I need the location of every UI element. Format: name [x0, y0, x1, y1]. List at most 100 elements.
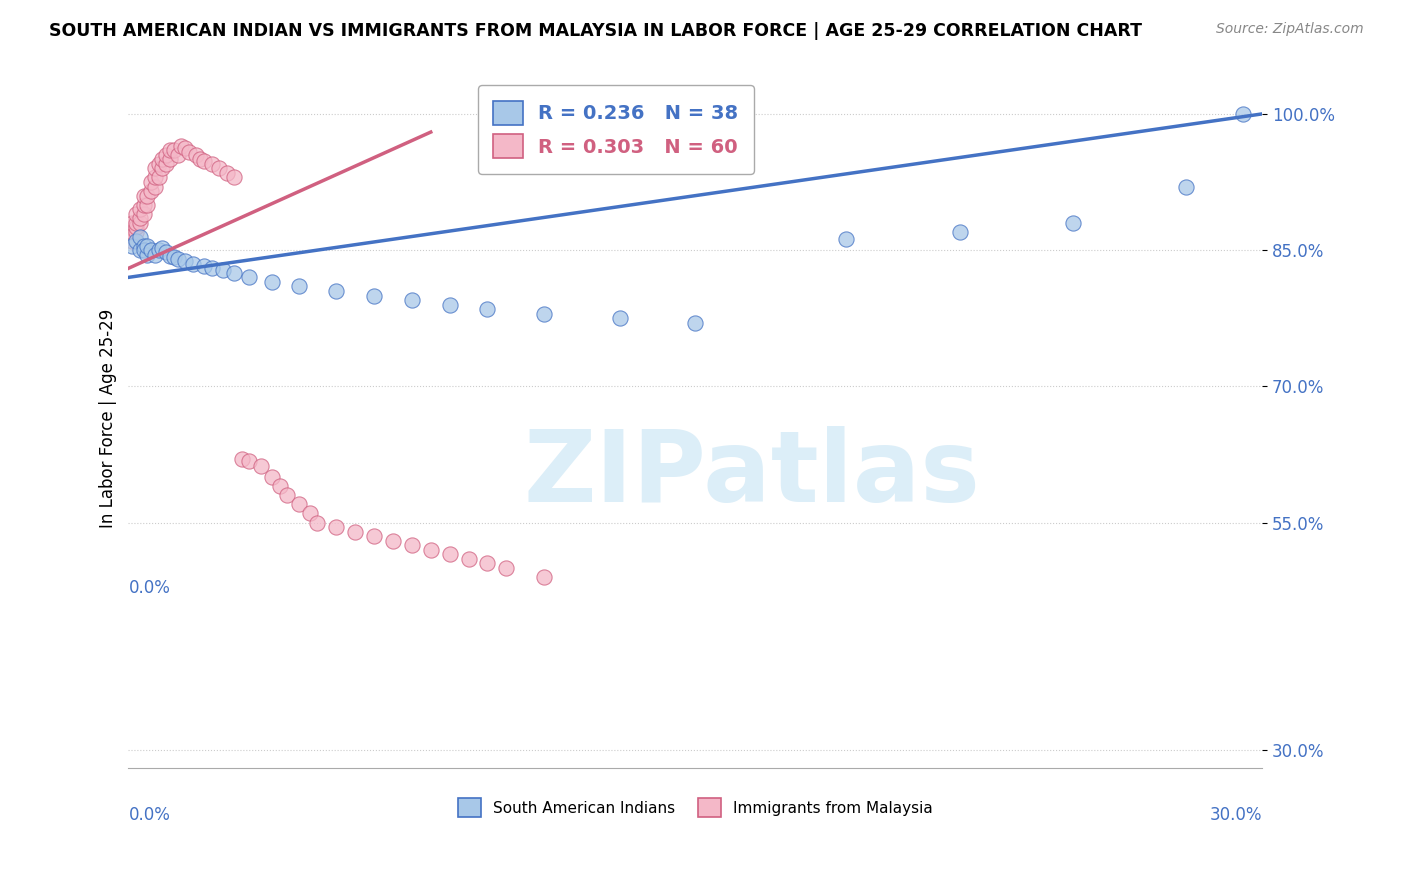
Point [949, 225, 972, 239]
Point [401, 293, 423, 307]
Point [139, 243, 162, 257]
Point [125, 220, 148, 235]
Point [128, 229, 150, 244]
Point [148, 157, 170, 171]
Point [193, 260, 215, 274]
Text: 30.0%: 30.0% [1209, 806, 1263, 824]
Text: 0.0%: 0.0% [128, 806, 170, 824]
Point [166, 148, 188, 162]
Point [121, 216, 143, 230]
Text: ZIPatlas: ZIPatlas [523, 425, 980, 523]
Point [136, 188, 159, 202]
Point [125, 216, 148, 230]
Point [139, 184, 162, 198]
Point [155, 244, 177, 259]
Y-axis label: In Labor Force | Age 25-29: In Labor Force | Age 25-29 [100, 309, 117, 528]
Point [231, 452, 253, 467]
Point [533, 307, 555, 321]
Point [188, 153, 211, 167]
Point [136, 238, 159, 252]
Point [193, 154, 215, 169]
Point [174, 254, 197, 268]
Legend: South American Indians, Immigrants from Malaysia: South American Indians, Immigrants from … [451, 792, 939, 823]
Point [533, 570, 555, 584]
Point [344, 524, 367, 539]
Point [1232, 107, 1254, 121]
Point [148, 243, 170, 257]
Point [177, 145, 200, 159]
Point [325, 520, 347, 534]
Point [163, 251, 186, 265]
Point [683, 316, 706, 330]
Point [477, 557, 499, 571]
Point [224, 170, 246, 185]
Point [307, 516, 329, 530]
Point [121, 238, 143, 252]
Point [152, 161, 174, 176]
Point [1062, 216, 1084, 230]
Point [125, 207, 148, 221]
Point [200, 261, 222, 276]
Point [260, 275, 283, 289]
Point [212, 263, 235, 277]
Point [1175, 179, 1198, 194]
Point [260, 470, 283, 484]
Point [287, 497, 309, 511]
Point [439, 297, 461, 311]
Point [128, 202, 150, 217]
Point [128, 211, 150, 226]
Point [128, 243, 150, 257]
Text: 0.0%: 0.0% [128, 579, 170, 597]
Point [163, 143, 186, 157]
Point [495, 561, 517, 575]
Point [155, 148, 177, 162]
Point [152, 153, 174, 167]
Point [419, 542, 441, 557]
Point [238, 270, 260, 285]
Point [148, 170, 170, 185]
Point [166, 252, 188, 267]
Point [139, 175, 162, 189]
Point [835, 232, 858, 246]
Point [269, 479, 291, 493]
Point [363, 288, 385, 302]
Point [132, 188, 155, 202]
Point [132, 243, 155, 257]
Point [249, 459, 271, 474]
Point [174, 141, 197, 155]
Text: SOUTH AMERICAN INDIAN VS IMMIGRANTS FROM MALAYSIA IN LABOR FORCE | AGE 25-29 COR: SOUTH AMERICAN INDIAN VS IMMIGRANTS FROM… [49, 22, 1142, 40]
Point [143, 161, 166, 176]
Point [609, 311, 631, 326]
Point [132, 207, 155, 221]
Point [363, 529, 385, 543]
Point [125, 225, 148, 239]
Point [200, 157, 222, 171]
Point [298, 507, 321, 521]
Point [159, 249, 181, 263]
Text: Source: ZipAtlas.com: Source: ZipAtlas.com [1216, 22, 1364, 37]
Point [159, 153, 181, 167]
Point [381, 533, 404, 548]
Point [208, 161, 231, 176]
Point [477, 302, 499, 317]
Point [132, 238, 155, 252]
Point [136, 198, 159, 212]
Point [125, 234, 148, 248]
Point [276, 488, 298, 502]
Point [238, 454, 260, 468]
Point [159, 143, 181, 157]
Point [181, 257, 204, 271]
Point [143, 179, 166, 194]
Point [287, 279, 309, 293]
Point [215, 166, 238, 180]
Point [401, 538, 423, 552]
Point [457, 552, 479, 566]
Point [143, 248, 166, 262]
Point [121, 225, 143, 239]
Point [439, 547, 461, 561]
Point [224, 266, 246, 280]
Point [186, 148, 208, 162]
Point [132, 198, 155, 212]
Point [143, 170, 166, 185]
Point [170, 138, 193, 153]
